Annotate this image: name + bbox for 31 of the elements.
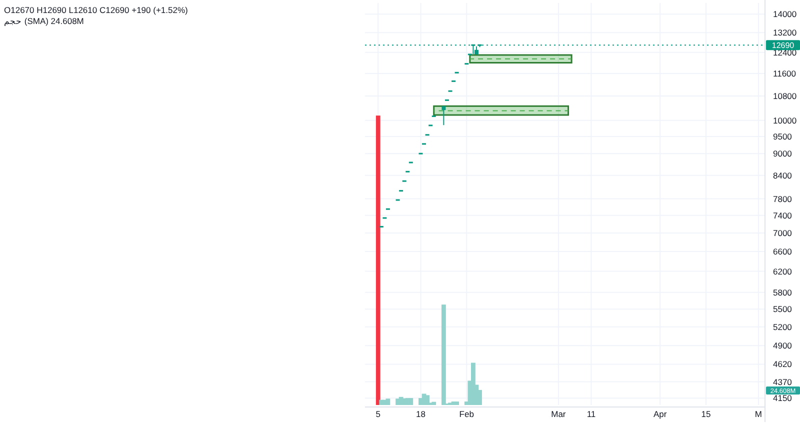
y-tick-label: 4900: [773, 340, 792, 351]
y-tick-label: 5800: [773, 287, 792, 298]
x-tick-label: 5: [376, 409, 381, 419]
y-tick-label: 7400: [773, 210, 792, 220]
y-tick-label: 5200: [773, 322, 792, 332]
x-tick-label: M: [754, 409, 762, 419]
y-tick-label: 9000: [773, 148, 792, 159]
y-tick-label: 10800: [773, 91, 797, 102]
x-tick-label: Apr: [653, 409, 667, 419]
y-tick-label: 7000: [773, 228, 792, 238]
y-tick-label: 13200: [773, 28, 797, 38]
y-tick-label: 5500: [773, 304, 792, 314]
y-tick-label: 10000: [773, 115, 797, 126]
x-tick-label: 11: [586, 409, 596, 419]
y-tick-label: 6200: [773, 266, 792, 276]
x-tick-label: 18: [416, 409, 426, 419]
x-tick-label: 15: [701, 409, 711, 419]
y-tick-label: 6600: [773, 246, 792, 257]
ref-line-label: 12690: [772, 41, 795, 50]
x-tick-label: Mar: [551, 409, 566, 419]
y-tick-label: 4150: [773, 393, 792, 404]
text: O12670 H12690 L12610 C12690 +190 (+1.52%): [4, 5, 188, 15]
y-tick-label: 11600: [773, 68, 796, 78]
y-tick-label: 8400: [773, 170, 792, 180]
y-tick-label: 9500: [773, 132, 792, 142]
y-tick-label: 4620: [773, 359, 792, 370]
x-tick-label: Feb: [459, 409, 474, 419]
text: حجم (SMA) 24.608M: [4, 16, 84, 27]
y-tick-label: 14000: [773, 9, 797, 20]
y-tick-label: 7800: [773, 194, 792, 204]
y-tick-label: 4370: [773, 376, 792, 387]
